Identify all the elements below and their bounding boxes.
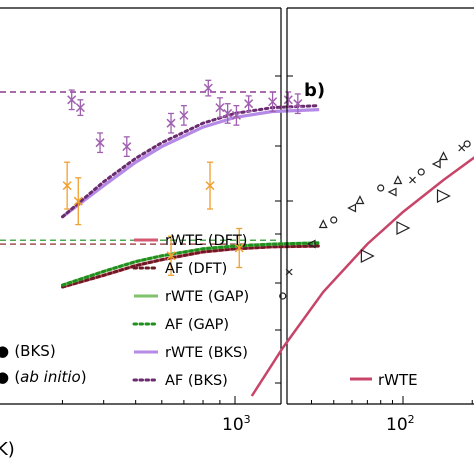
series-line <box>61 104 321 219</box>
scatter-point <box>205 161 215 210</box>
series-line <box>61 244 321 289</box>
panel-a-legend-partial: ● (BKS) ● (ab initio) <box>0 342 87 386</box>
legend-label: AF (GAP) <box>165 317 229 333</box>
scatter-point <box>268 91 278 113</box>
marker-point <box>463 140 471 148</box>
marker-point <box>330 216 338 224</box>
scatter-point <box>95 132 105 154</box>
scatter-point <box>215 97 225 118</box>
scatter-point <box>231 105 241 126</box>
panel-a-legend: rWTE (DFT) AF (DFT) rWTE (GAP) AF (GAP) rWTE… <box>132 233 249 389</box>
legend-label: rWTE (DFT) <box>165 233 247 249</box>
legend-label: AF (DFT) <box>165 261 227 277</box>
scatter-point <box>166 112 176 134</box>
series-line <box>250 156 474 397</box>
marker-point <box>436 189 451 203</box>
marker-point <box>396 221 411 235</box>
marker-point <box>355 195 365 205</box>
marker-point <box>377 184 385 192</box>
marker-point <box>285 268 293 276</box>
scatter-point <box>223 103 233 124</box>
legend-label: rWTE (GAP) <box>165 289 249 305</box>
scatter-point <box>166 235 176 276</box>
scatter-point <box>234 227 244 269</box>
legend-label: rWTE (BKS) <box>165 345 248 361</box>
scatter-point <box>179 105 189 126</box>
legend-partial-label: ● (ab initio) <box>0 368 87 386</box>
panel-a: 103 K) <box>0 7 321 460</box>
panel-b-xtick-label: 102 <box>386 413 415 435</box>
series-line <box>61 108 320 219</box>
marker-point <box>458 144 466 152</box>
marker-point <box>417 168 425 176</box>
marker-point <box>431 159 441 169</box>
scatter-point <box>283 91 293 109</box>
scatter-point <box>62 161 72 210</box>
panel-b-label: b) <box>304 80 325 101</box>
marker-point <box>347 203 357 213</box>
panel-b: b) 102 rWTE <box>250 7 474 435</box>
scatter-point <box>73 177 83 226</box>
marker-point <box>393 175 403 185</box>
panel-a-xlabel: K) <box>0 439 15 460</box>
scatter-point <box>75 99 85 117</box>
panel-a-xtick-label: 103 <box>222 413 251 435</box>
marker-point <box>409 176 416 184</box>
marker-point <box>279 292 287 300</box>
legend-partial-label: ● (BKS) <box>0 342 56 360</box>
marker-point <box>439 151 448 161</box>
scatter-point <box>122 136 132 158</box>
scatter-point <box>203 79 213 97</box>
marker-point <box>306 239 316 249</box>
scatter-point <box>293 93 303 115</box>
marker-point <box>360 249 375 263</box>
marker-point <box>387 187 397 197</box>
marker-point <box>318 219 328 229</box>
scatter-point <box>67 89 77 111</box>
series-line <box>61 241 321 287</box>
panel-b-legend-label: rWTE <box>378 371 418 389</box>
legend-label: AF (BKS) <box>165 373 228 389</box>
scatter-point <box>244 95 254 113</box>
